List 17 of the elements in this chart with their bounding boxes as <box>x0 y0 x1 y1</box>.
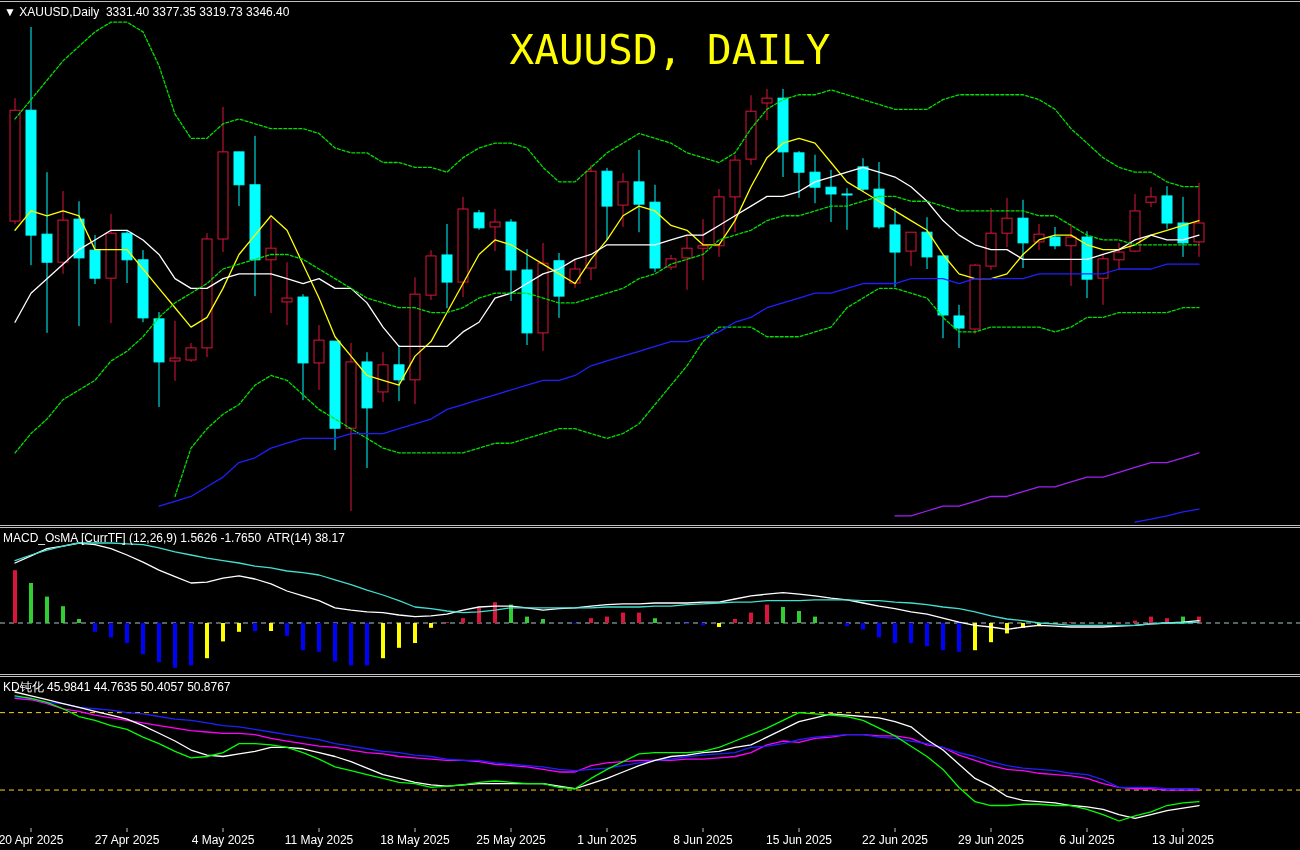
x-tick-label: 22 Jun 2025 <box>861 833 929 847</box>
x-tick-label: 13 Jul 2025 <box>1151 833 1215 847</box>
x-tick-label: 8 Jun 2025 <box>673 833 734 847</box>
chart-title: KD钝化 45.9841 44.7635 50.4057 50.8767 <box>3 680 231 694</box>
chart-title: XAUUSD, DAILY <box>509 26 831 74</box>
x-tick-label: 29 Jun 2025 <box>957 833 1025 847</box>
x-tick-label: 20 Apr 2025 <box>0 833 64 847</box>
chart-subtitle: ▼ XAUUSD,Daily 3331.40 3377.35 3319.73 3346.40 <box>4 5 290 19</box>
x-tick-label: 1 Jun 2025 <box>577 833 638 847</box>
x-tick-label: 18 May 2025 <box>380 833 451 847</box>
x-tick-label: 6 Jul 2025 <box>1059 833 1116 847</box>
x-tick-label: 4 May 2025 <box>191 833 255 847</box>
x-tick-label: 25 May 2025 <box>476 833 547 847</box>
x-tick-label: 15 Jun 2025 <box>765 833 833 847</box>
chart-title: MACD_OsMA [CurrTF] (12,26,9) 1.5626 -1.7650 ATR(14) 38.17 <box>3 531 346 545</box>
x-tick-label: 11 May 2025 <box>284 833 354 847</box>
x-tick-label: 27 Apr 2025 <box>94 833 160 847</box>
